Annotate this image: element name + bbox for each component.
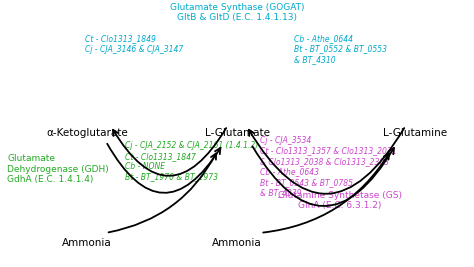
Text: Ammonia: Ammonia: [212, 238, 262, 248]
FancyArrowPatch shape: [263, 153, 389, 233]
Text: α-Ketoglutarate: α-Ketoglutarate: [46, 128, 128, 139]
Text: L-Glutamate: L-Glutamate: [204, 128, 270, 139]
Text: Ct - Clo1313_1849
Cj - CJA_3146 & CJA_3147: Ct - Clo1313_1849 Cj - CJA_3146 & CJA_31…: [85, 34, 183, 54]
FancyArrowPatch shape: [113, 128, 226, 176]
FancyArrowPatch shape: [109, 154, 216, 232]
FancyArrowPatch shape: [253, 146, 394, 206]
Text: Ammonia: Ammonia: [62, 238, 112, 248]
Text: Cj - CJA_2152 & CJA_2161 (1.4.1.2)
Ct - Clo1313_1847
Cb - NONE
Bt - BT_1970 & BT: Cj - CJA_2152 & CJA_2161 (1.4.1.2) Ct - …: [125, 141, 258, 182]
Text: Cj - CJA_3534
Ct - Clo1313_1357 & Clo1313_2031
& Clo1313_2038 & Clo1313_2303
Cb : Cj - CJA_3534 Ct - Clo1313_1357 & Clo131…: [260, 136, 397, 197]
Text: Glutamate Synthase (GOGAT)
GltB & GltD (E.C. 1.4.1.13): Glutamate Synthase (GOGAT) GltB & GltD (…: [170, 3, 304, 22]
Text: Cb - Athe_0644
Bt - BT_0552 & BT_0553
& BT_4310: Cb - Athe_0644 Bt - BT_0552 & BT_0553 & …: [293, 34, 387, 64]
Text: L-Glutamine: L-Glutamine: [383, 128, 447, 139]
FancyArrowPatch shape: [249, 128, 404, 194]
Text: Glutamate
Dehydrogenase (GDH)
GdhA (E.C. 1.4.1.4): Glutamate Dehydrogenase (GDH) GdhA (E.C.…: [8, 154, 109, 184]
FancyArrowPatch shape: [107, 144, 220, 193]
Text: Glutamine Synthetase (GS)
GlnA (E.C. 6.3.1.2): Glutamine Synthetase (GS) GlnA (E.C. 6.3…: [278, 191, 402, 210]
